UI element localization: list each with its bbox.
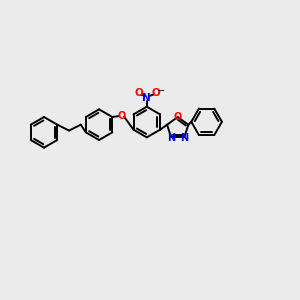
Text: N: N — [142, 93, 151, 103]
Text: N: N — [167, 133, 175, 143]
Text: N: N — [180, 133, 188, 143]
Text: O: O — [117, 110, 125, 121]
Text: O: O — [174, 112, 182, 122]
Text: −: − — [157, 86, 165, 96]
Text: O: O — [152, 88, 161, 98]
Text: O: O — [134, 88, 143, 98]
